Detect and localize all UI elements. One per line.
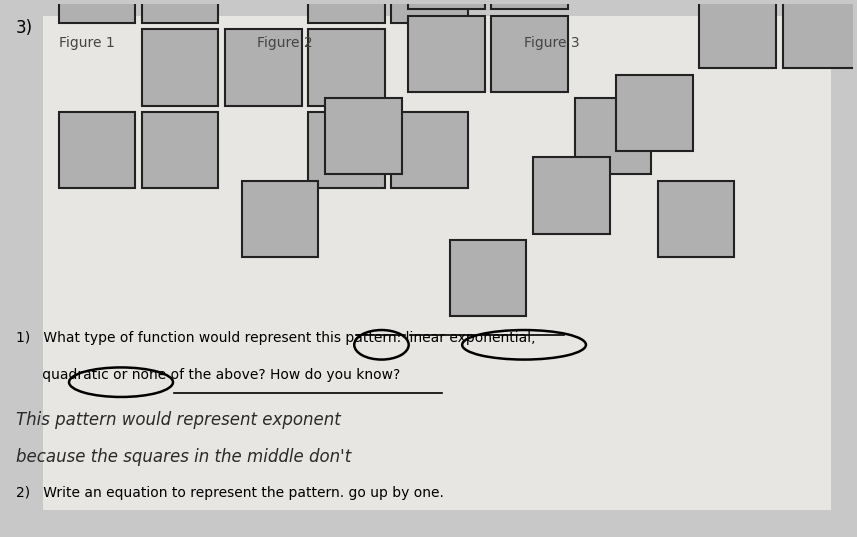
Text: 3): 3) [16,19,33,37]
Bar [141,0,219,23]
Bar [450,240,526,316]
Bar [309,30,385,106]
Bar [491,16,568,92]
Bar [392,0,468,23]
Bar [309,112,385,188]
Bar [141,30,219,106]
Bar [408,16,485,92]
Bar [574,98,651,175]
Text: 1)   What type of function would represent this pattern: linear exponential,: 1) What type of function would represent… [16,331,536,345]
Text: because the squares in the middle don't: because the squares in the middle don't [16,448,351,466]
Bar [533,157,609,234]
Bar [658,181,734,257]
Text: Figure 2: Figure 2 [257,35,312,49]
Bar [408,0,485,9]
Bar [491,0,568,9]
Bar [141,112,219,188]
Text: Figure 3: Figure 3 [524,35,579,49]
Bar [782,0,857,68]
Bar [242,181,318,257]
Bar [325,98,402,175]
Bar [309,0,385,23]
Bar [58,112,135,188]
Bar [225,30,302,106]
Bar [392,112,468,188]
Bar [616,75,692,151]
Text: quadratic or none of the above? How do you know?: quadratic or none of the above? How do y… [16,368,400,382]
Text: This pattern would represent exponent: This pattern would represent exponent [16,411,341,429]
Text: Figure 1: Figure 1 [58,35,114,49]
Text: 2)   Write an equation to represent the pattern. go up by one.: 2) Write an equation to represent the pa… [16,485,444,499]
Bar [699,0,776,68]
Bar [58,0,135,23]
